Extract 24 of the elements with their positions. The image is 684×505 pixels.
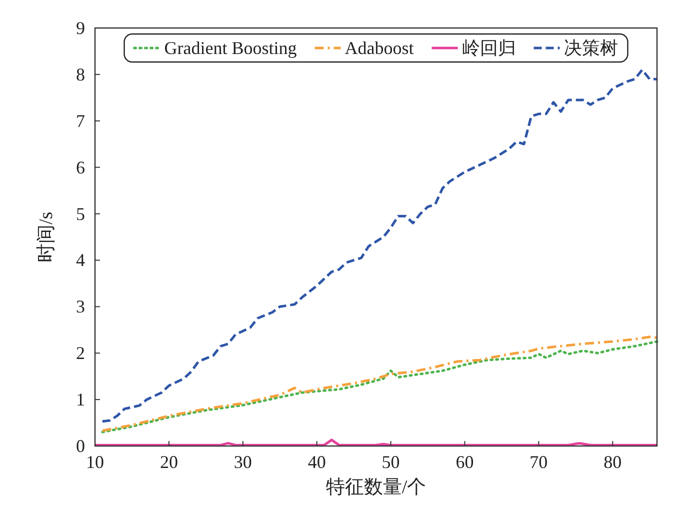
y-tick-label: 0	[76, 436, 85, 456]
legend-label: Gradient Boosting	[164, 38, 297, 58]
y-tick-label: 3	[76, 296, 85, 317]
y-tick-label: 1	[76, 390, 85, 410]
x-tick-label: 80	[604, 452, 622, 472]
y-axis-title: 时间/s	[36, 212, 57, 262]
x-tick-label: 20	[160, 452, 178, 472]
y-tick-label: 6	[76, 157, 85, 178]
y-tick-label: 9	[76, 18, 85, 38]
legend-label: Adaboost	[344, 38, 414, 58]
y-tick-label: 4	[76, 250, 85, 270]
legend-label: 岭回归	[462, 38, 516, 58]
y-tick-label: 2	[76, 343, 85, 364]
x-tick-label: 10	[86, 452, 104, 472]
x-tick-label: 70	[530, 452, 548, 472]
x-axis-title: 特征数量/个	[326, 477, 426, 498]
x-tick-label: 40	[308, 452, 326, 472]
y-tick-label: 7	[76, 110, 85, 131]
legend-label: 决策树	[564, 38, 618, 58]
x-tick-label: 60	[456, 452, 474, 472]
x-tick-label: 30	[234, 452, 252, 472]
x-tick-label: 50	[382, 452, 400, 472]
y-tick-label: 8	[76, 64, 85, 84]
y-tick-label: 5	[76, 204, 85, 224]
